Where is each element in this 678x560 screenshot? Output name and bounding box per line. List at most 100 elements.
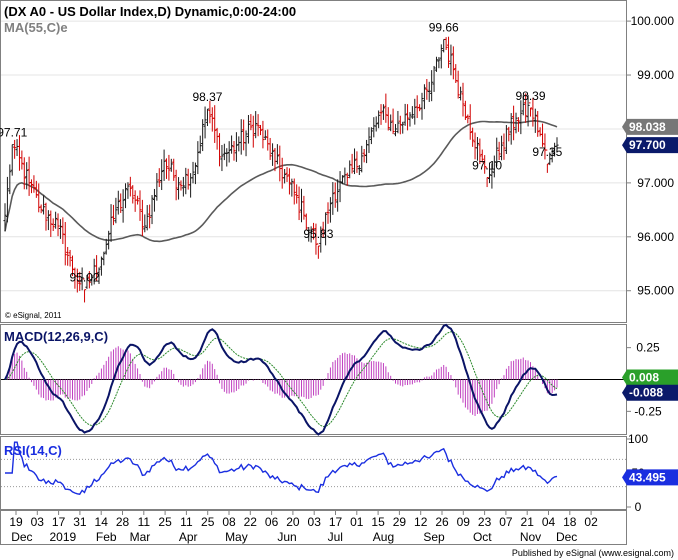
time-day-label: 03 bbox=[31, 515, 45, 529]
ohlc-bar bbox=[61, 217, 65, 244]
ohlc-bar bbox=[340, 175, 345, 185]
time-day-label: 19 bbox=[9, 515, 23, 529]
time-month-label: Mar bbox=[130, 530, 151, 544]
ohlc-bar bbox=[533, 108, 537, 133]
time-day-label: 25 bbox=[201, 515, 215, 529]
ohlc-bar bbox=[502, 133, 506, 160]
ohlc-bar bbox=[422, 84, 427, 110]
ohlc-bar bbox=[521, 95, 525, 116]
rsi-label: RSI(14,C) bbox=[4, 443, 62, 458]
ohlc-bar bbox=[29, 179, 34, 194]
rsi-value-badge: 43.495 bbox=[622, 469, 678, 486]
ohlc-bar bbox=[176, 177, 181, 200]
ohlc-bar bbox=[155, 173, 159, 201]
ohlc-bar bbox=[396, 110, 400, 134]
ohlc-bar bbox=[3, 203, 7, 232]
macd-series: 0.25 -0.25 bbox=[1, 323, 662, 436]
time-day-label: 08 bbox=[222, 515, 236, 529]
ohlc-bar bbox=[229, 135, 234, 154]
ohlc-bar bbox=[379, 104, 383, 125]
time-day-label: 12 bbox=[414, 515, 428, 529]
ohlc-bar bbox=[97, 267, 101, 284]
rsi-panel bbox=[0, 436, 627, 510]
rsi-tick-label: 100 bbox=[628, 432, 648, 446]
macd-label: MACD(12,26,9,C) bbox=[4, 329, 108, 344]
ohlc-bar bbox=[321, 221, 325, 238]
ohlc-bar bbox=[471, 127, 475, 147]
ohlc-bar bbox=[326, 202, 330, 224]
ohlc-bar bbox=[338, 171, 342, 203]
time-day-label: 21 bbox=[521, 515, 535, 529]
ohlc-bar bbox=[456, 70, 460, 99]
time-day-label: 22 bbox=[244, 515, 258, 529]
ohlc-bar bbox=[8, 164, 12, 195]
ohlc-bar bbox=[357, 165, 361, 176]
ohlc-bar bbox=[512, 105, 516, 141]
price-annotation: 97.10 bbox=[472, 158, 502, 172]
ohlc-bar bbox=[123, 183, 128, 209]
macd-value-badge-text: -0.088 bbox=[629, 386, 663, 400]
ohlc-bar bbox=[205, 108, 210, 127]
ohlc-bar bbox=[526, 94, 530, 127]
rsi-tick-label: 0 bbox=[635, 500, 642, 514]
ohlc-bar bbox=[104, 238, 108, 255]
ohlc-bar bbox=[80, 267, 84, 291]
time-day-label: 01 bbox=[350, 515, 364, 529]
ohlc-bar bbox=[360, 145, 364, 173]
price-tick-label: 100.000 bbox=[631, 14, 675, 28]
ohlc-bar bbox=[162, 149, 166, 181]
time-month-label: May bbox=[225, 530, 248, 544]
ohlc-bar bbox=[425, 78, 429, 100]
time-day-label: 15 bbox=[371, 515, 385, 529]
ohlc-bar bbox=[128, 176, 132, 197]
ohlc-bar bbox=[203, 106, 207, 139]
ohlc-bar bbox=[367, 127, 371, 153]
ohlc-bar bbox=[381, 104, 386, 120]
ohlc-bar bbox=[287, 168, 292, 195]
ohlc-bar bbox=[217, 133, 222, 167]
ohlc-bar bbox=[449, 44, 453, 76]
ohlc-bar bbox=[126, 182, 130, 199]
macd-value-badge-shape bbox=[622, 384, 678, 401]
ohlc-bar bbox=[283, 168, 287, 184]
ohlc-bar bbox=[466, 114, 470, 124]
ohlc-bar bbox=[5, 176, 10, 223]
ohlc-bar bbox=[13, 139, 17, 159]
ohlc-bar bbox=[410, 106, 414, 119]
ma-value-badge-text: 98.038 bbox=[629, 120, 666, 134]
ohlc-bar bbox=[434, 56, 439, 72]
ohlc-bar bbox=[545, 149, 549, 173]
ohlc-bar bbox=[208, 100, 212, 124]
time-day-label: 07 bbox=[499, 515, 513, 529]
ohlc-bar bbox=[362, 148, 366, 163]
ohlc-bar bbox=[290, 178, 294, 197]
ohlc-bar bbox=[116, 190, 120, 215]
ma-line bbox=[4, 119, 558, 243]
ohlc-bar bbox=[386, 107, 390, 131]
ohlc-bar bbox=[461, 82, 465, 117]
price-annotation: 97.35 bbox=[532, 145, 562, 159]
ohlc-bar bbox=[478, 138, 482, 165]
ohlc-bar bbox=[550, 148, 554, 163]
ohlc-bar bbox=[350, 153, 354, 174]
ohlc-bar bbox=[304, 213, 308, 231]
ohlc-bar bbox=[331, 182, 335, 215]
ohlc-bar bbox=[507, 126, 511, 142]
ohlc-bar bbox=[249, 114, 253, 131]
ohlc-bar bbox=[121, 189, 125, 223]
ohlc-bar bbox=[160, 159, 164, 191]
ohlc-bar bbox=[56, 213, 60, 237]
price-annotation: 97.71 bbox=[0, 126, 28, 140]
ohlc-bar bbox=[499, 135, 504, 161]
ohlc-bar bbox=[119, 193, 123, 213]
time-day-label: 03 bbox=[308, 515, 322, 529]
ohlc-bar bbox=[143, 214, 147, 233]
ohlc-bar bbox=[393, 124, 398, 137]
time-day-label: 31 bbox=[73, 515, 87, 529]
ohlc-bar bbox=[58, 219, 63, 239]
ohlc-bar bbox=[292, 178, 296, 205]
rsi-line bbox=[5, 441, 558, 495]
ohlc-bar bbox=[333, 182, 337, 208]
ohlc-bar bbox=[232, 140, 236, 161]
ohlc-bar bbox=[432, 65, 436, 92]
